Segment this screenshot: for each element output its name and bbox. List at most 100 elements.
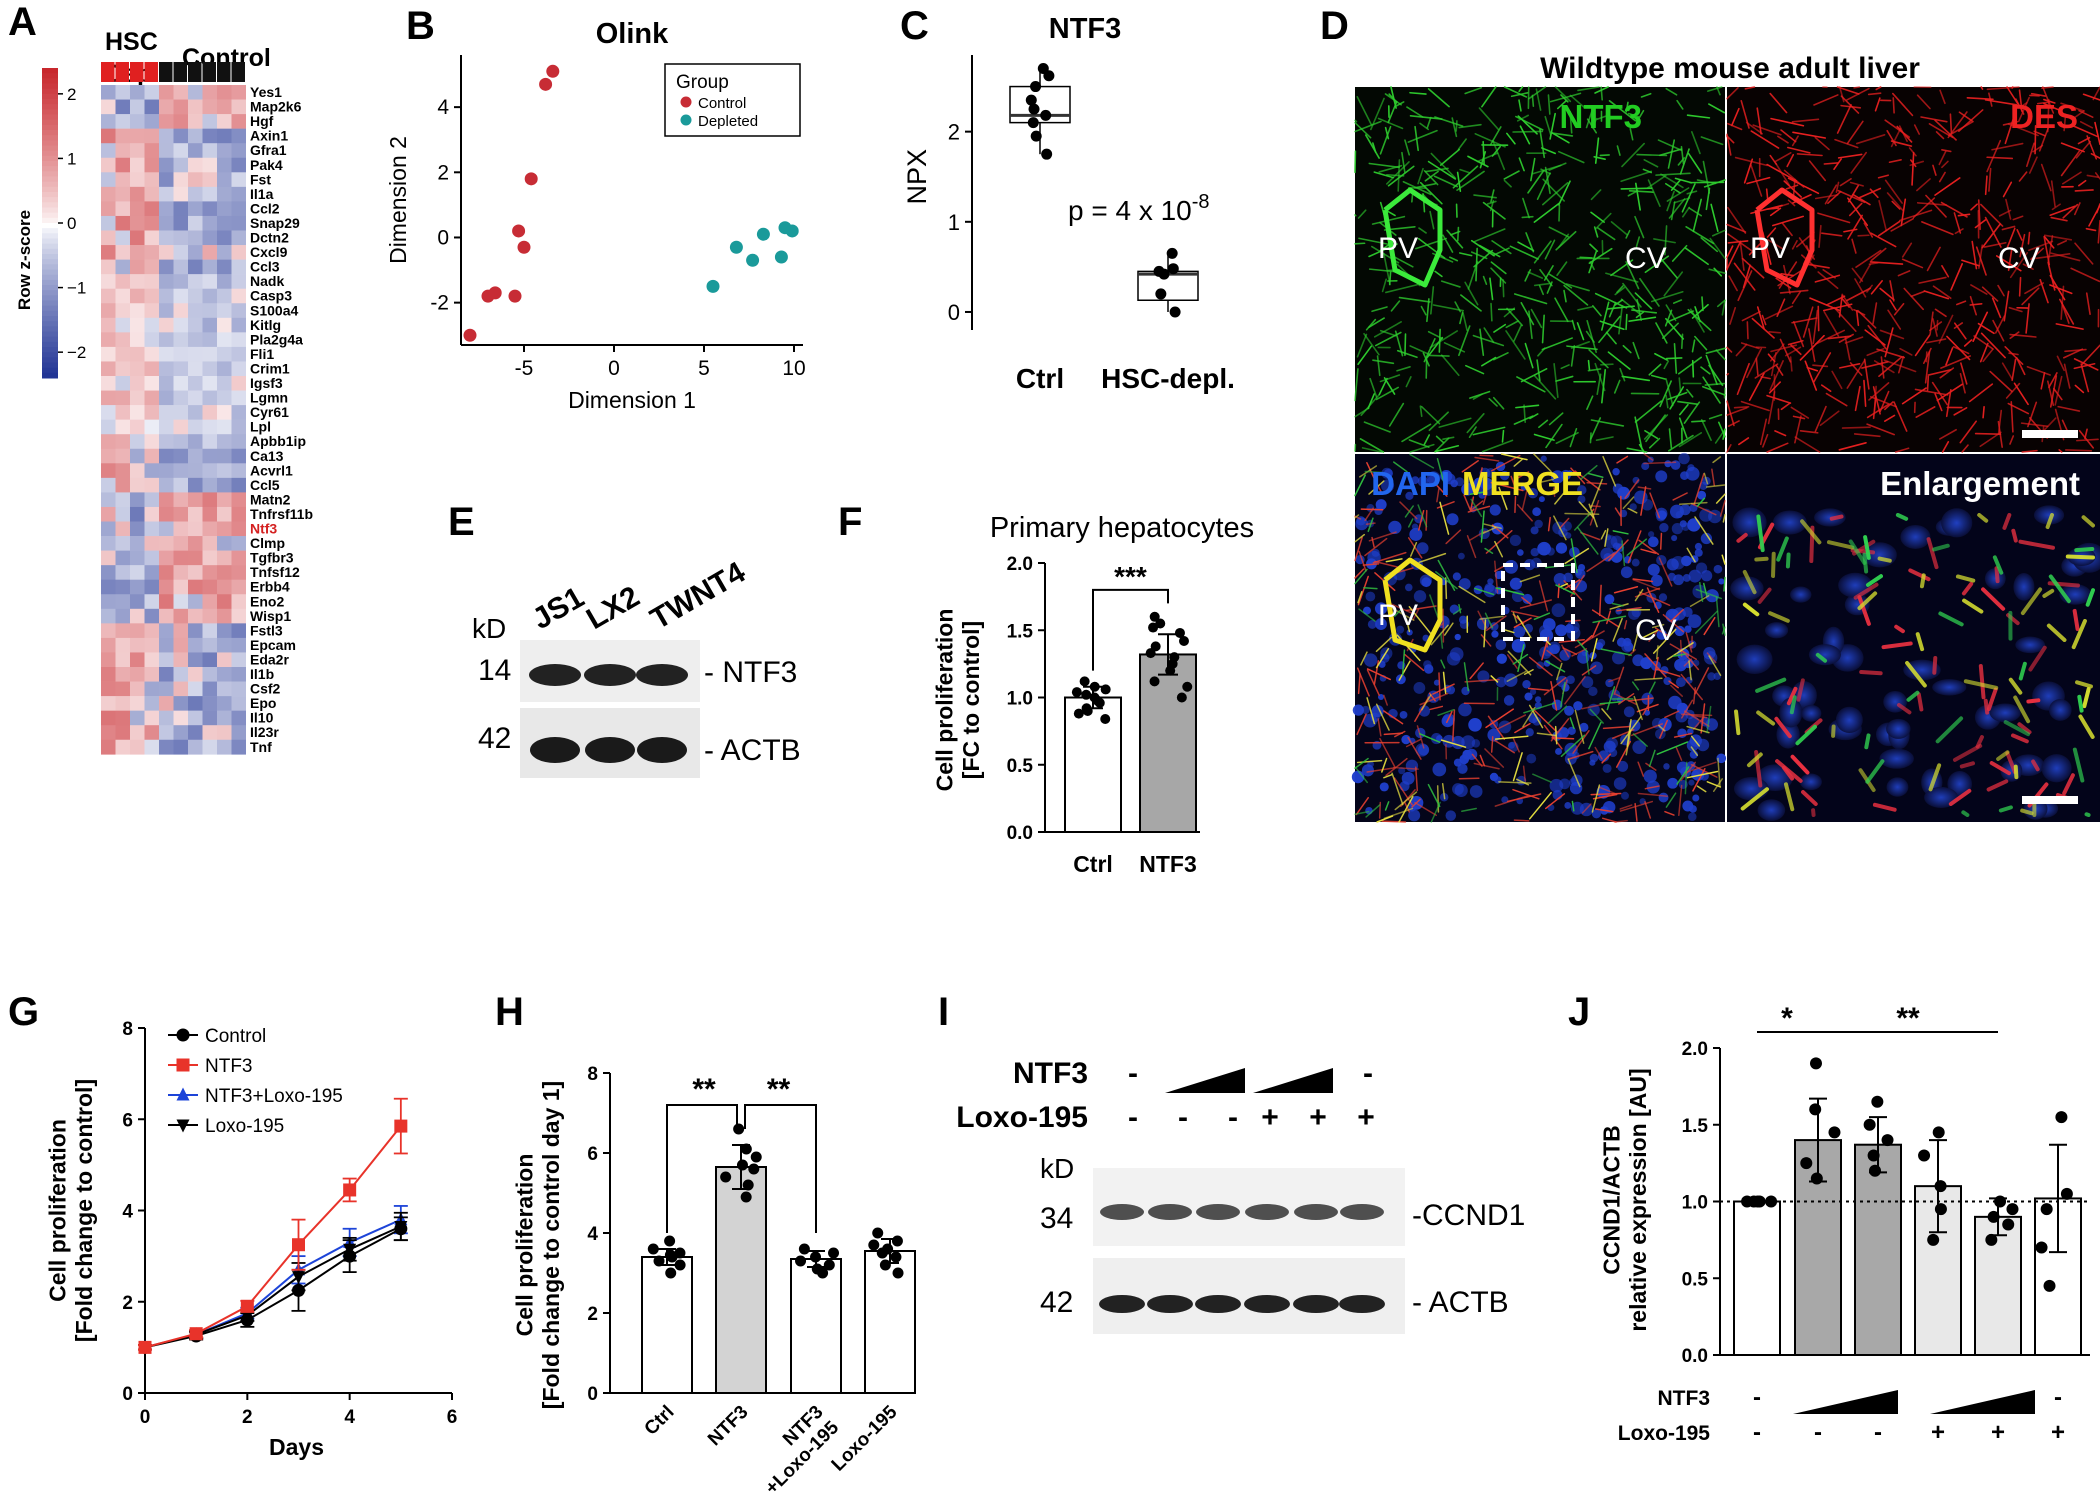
nucleus	[1445, 810, 1457, 821]
heatmap-cell	[202, 361, 217, 377]
nucleus	[1458, 578, 1471, 590]
fiber	[1560, 364, 1570, 370]
nucleus	[1404, 583, 1413, 592]
legend-marker	[680, 96, 692, 108]
fiber	[1462, 312, 1468, 332]
scatter-point	[524, 172, 538, 186]
fiber	[1934, 393, 1943, 412]
fiber	[1386, 161, 1410, 185]
heatmap-cell	[130, 608, 145, 624]
fiber	[1514, 293, 1548, 305]
heatmap-cell	[144, 114, 159, 129]
gene-label: Snap29	[250, 215, 300, 231]
fiber	[1479, 454, 1494, 457]
fiber	[1354, 757, 1369, 770]
gene-label: Crim1	[250, 360, 290, 376]
fiber	[1738, 437, 1750, 446]
data-point	[1927, 1233, 1940, 1246]
fiber	[1989, 370, 2013, 393]
fiber	[1625, 229, 1631, 239]
scatter-point	[512, 224, 526, 238]
fiber	[1354, 120, 1382, 133]
heatmap-cell	[130, 681, 145, 697]
fiber	[1938, 314, 1954, 344]
fiber	[1839, 178, 1852, 187]
gene-label: Cyr61	[250, 404, 289, 420]
ccnd1-band	[1196, 1204, 1240, 1220]
fiber	[1394, 330, 1404, 357]
fiber	[1493, 323, 1507, 333]
fiber	[1815, 652, 1828, 663]
fiber	[1356, 667, 1370, 697]
fiber	[1756, 306, 1765, 330]
treatment-symbol: -	[1874, 1419, 1882, 1446]
heatmap-cell	[217, 681, 232, 697]
data-point	[1810, 1172, 1823, 1185]
fiber	[1814, 329, 1846, 345]
nucleus	[1461, 735, 1476, 750]
nucleus	[1408, 809, 1421, 822]
gene-label: Tnfsf12	[250, 564, 300, 580]
fiber	[1594, 362, 1606, 392]
fiber	[1683, 710, 1710, 727]
data-point	[1918, 1149, 1931, 1162]
fiber	[1755, 357, 1759, 376]
fiber	[1863, 535, 1871, 560]
fiber	[1959, 761, 1975, 769]
fiber	[1393, 461, 1408, 473]
fiber	[1903, 287, 1924, 311]
fiber	[1388, 271, 1392, 286]
fiber	[1585, 110, 1593, 129]
bar	[1854, 1143, 1902, 1356]
heatmap-cell	[202, 434, 217, 450]
fiber	[1452, 709, 1456, 742]
y-axis-label: Dimension 2	[385, 136, 411, 264]
fiber	[1366, 767, 1395, 773]
fiber	[1676, 766, 1690, 785]
heatmap-cell	[188, 536, 203, 551]
fiber	[1588, 247, 1613, 264]
heatmap-cell	[115, 99, 130, 115]
fiber	[1561, 644, 1570, 658]
heatmap-cell	[173, 230, 188, 246]
panel-letter-b: B	[406, 4, 435, 48]
y-tick-label: 0.0	[1007, 823, 1033, 844]
heatmap-cell	[173, 201, 188, 217]
y-tick-label: 2	[587, 1304, 598, 1325]
heatmap-cell	[101, 405, 116, 420]
data-point	[1932, 1126, 1945, 1139]
gene-label: Pla2g4a	[250, 331, 303, 347]
heatmap-cell	[144, 201, 159, 217]
fiber	[1444, 577, 1448, 600]
kd-label-e: kD	[472, 613, 506, 644]
nucleus	[1413, 682, 1426, 694]
heatmap-cell	[115, 448, 130, 464]
fiber	[1621, 142, 1645, 168]
fiber	[1648, 363, 1662, 376]
nucleus	[1591, 809, 1602, 819]
colorbar-segment	[42, 161, 58, 167]
fiber	[1957, 213, 1971, 217]
heatmap-cell	[188, 288, 203, 304]
heatmap-cell	[173, 725, 188, 741]
fiber	[1489, 126, 1502, 146]
gene-label: Casp3	[250, 288, 292, 304]
fiber	[1770, 352, 1777, 377]
nucleus	[1499, 470, 1510, 481]
fiber	[1726, 87, 1739, 100]
pv-label-merge: PV	[1378, 599, 1418, 632]
fiber	[2071, 619, 2087, 650]
data-point	[674, 1247, 686, 1259]
fiber	[1430, 286, 1435, 315]
fiber	[1692, 716, 1705, 730]
nucleus	[1417, 476, 1429, 487]
fiber	[1600, 363, 1614, 366]
fiber	[2050, 252, 2081, 262]
data-point	[1800, 1157, 1813, 1170]
fiber	[1632, 578, 1654, 583]
colorbar-segment	[42, 99, 58, 105]
fiber	[1435, 435, 1445, 444]
heatmap-cell	[144, 85, 159, 100]
fiber	[1646, 587, 1660, 613]
category-label: NTF3	[1139, 851, 1197, 877]
